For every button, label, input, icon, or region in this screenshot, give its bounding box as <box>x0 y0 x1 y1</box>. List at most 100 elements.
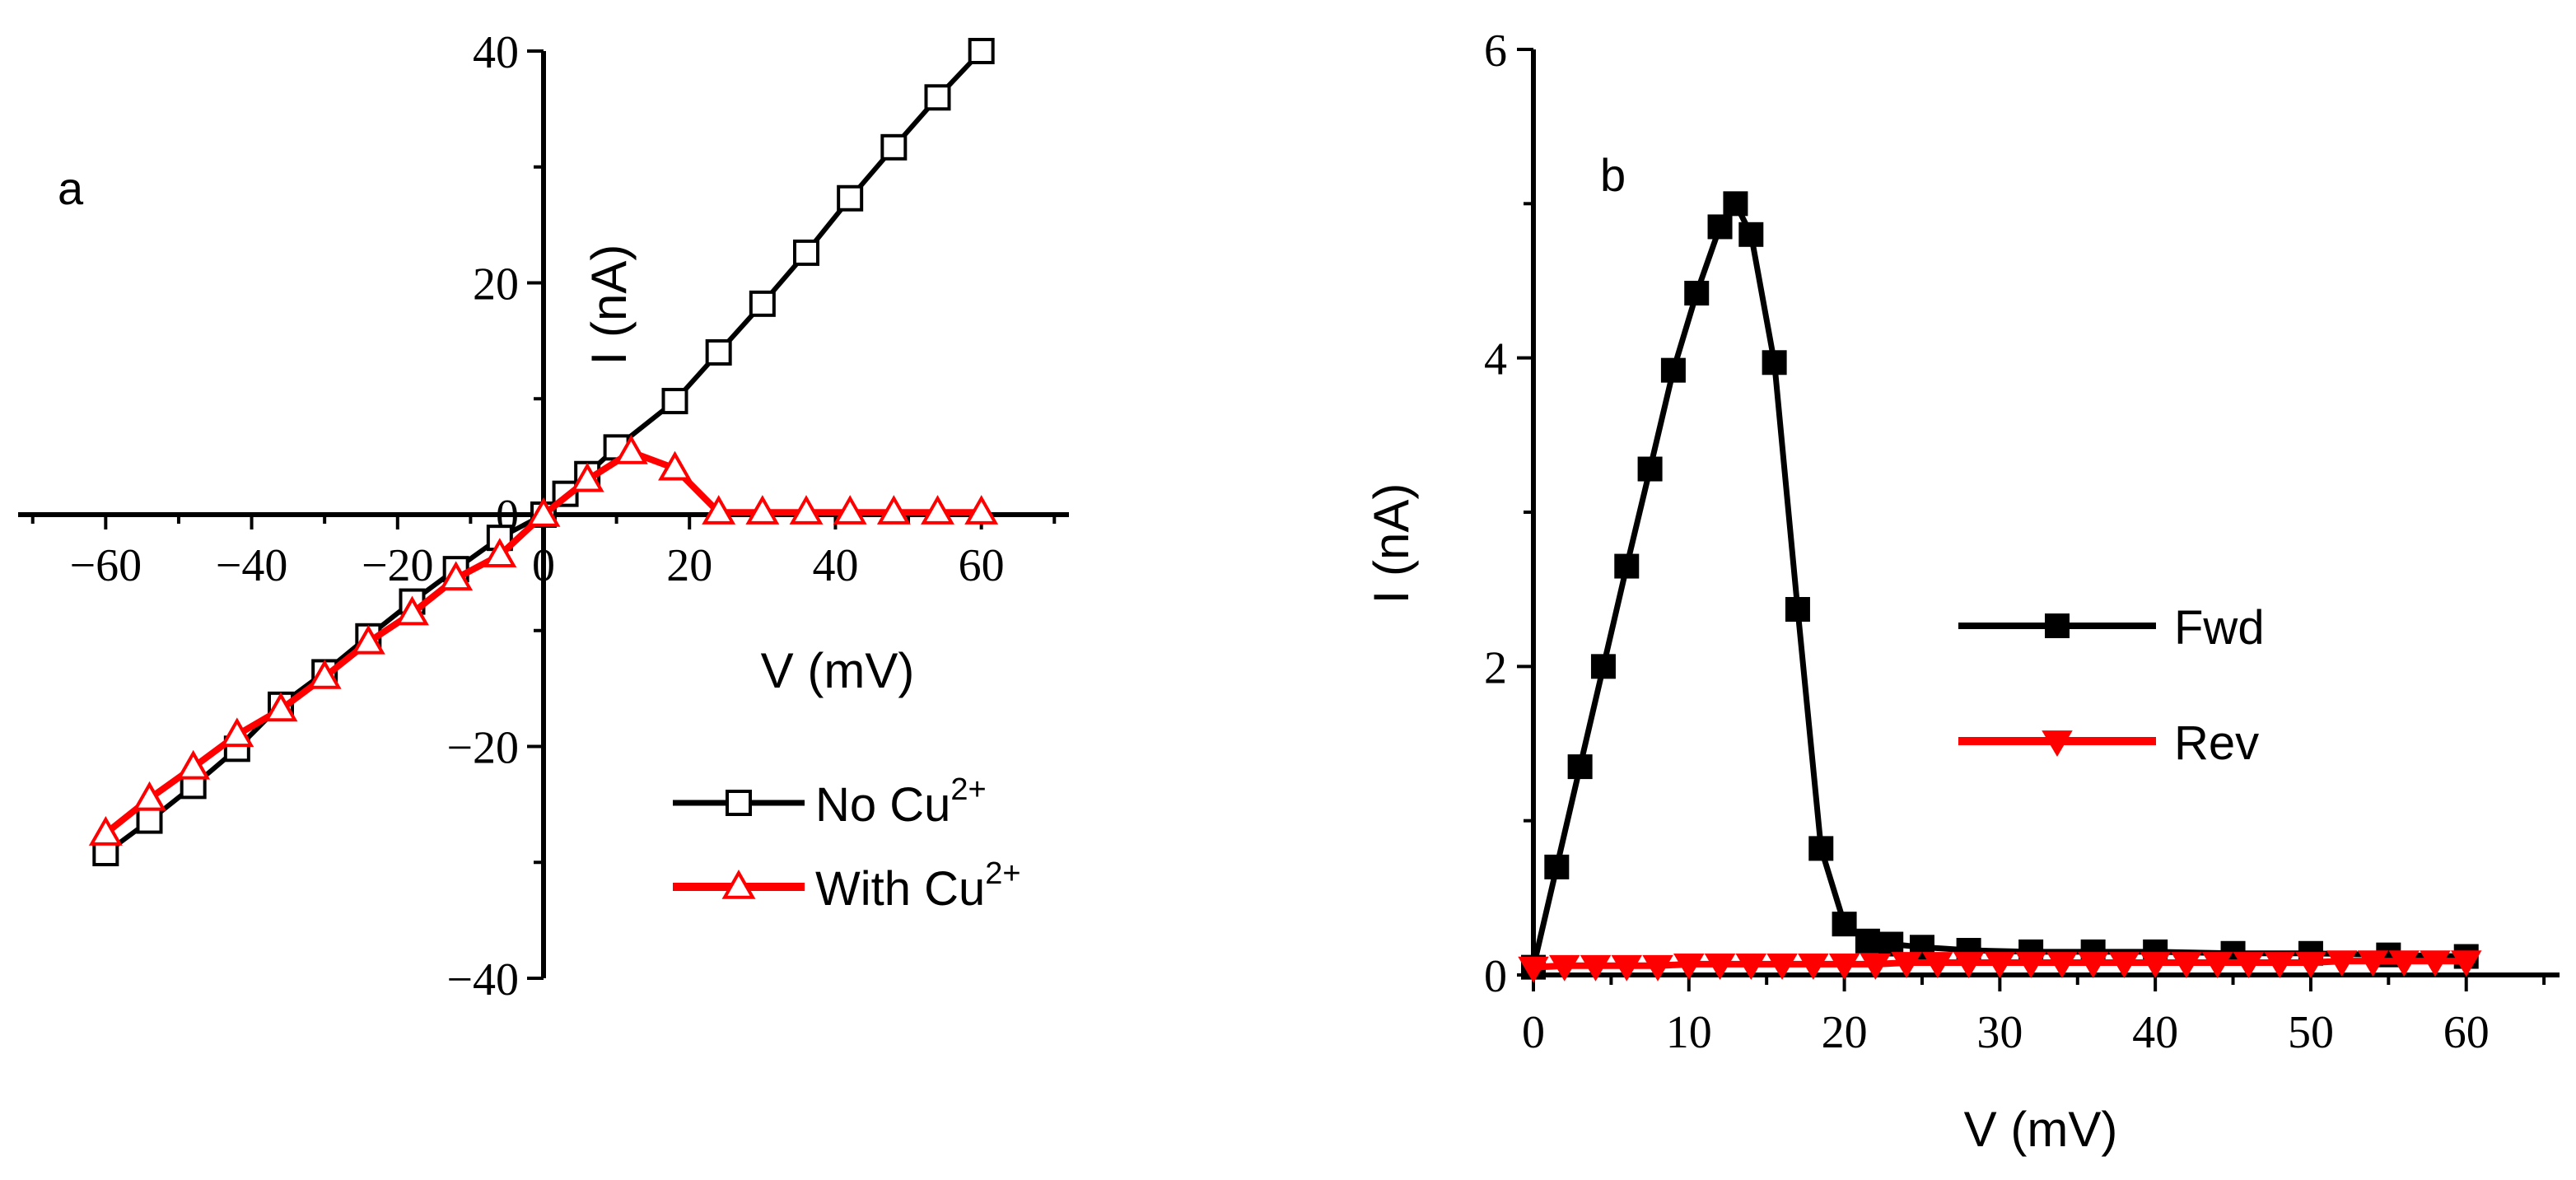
data-point <box>833 495 867 525</box>
data-point <box>661 388 688 415</box>
data-point <box>837 184 864 212</box>
y-tick-label: 0 <box>1484 951 1507 1002</box>
data-point <box>1660 357 1686 383</box>
data-point <box>1611 954 1643 982</box>
data-point <box>1707 214 1733 240</box>
y-tick-label: 4 <box>1484 334 1507 385</box>
legend: No Cu2+With Cu2+ <box>673 772 1021 916</box>
data-point <box>2140 952 2171 978</box>
x-tick-label: 60 <box>2443 1007 2490 1058</box>
y-tick-label: 2 <box>1484 642 1507 693</box>
data-point <box>1642 954 1673 982</box>
data-point <box>1614 553 1640 579</box>
x-tick-label: 0 <box>1522 1007 1545 1058</box>
data-point <box>176 749 211 780</box>
data-point <box>2326 950 2358 977</box>
y-tick-label: −20 <box>446 723 519 774</box>
data-point <box>749 290 776 317</box>
data-point <box>705 338 732 366</box>
data-point <box>2108 952 2140 978</box>
data-point <box>351 624 385 655</box>
data-point <box>2357 950 2389 977</box>
data-point <box>133 781 166 811</box>
y-tick-label: 40 <box>473 27 519 78</box>
data-point <box>2015 952 2046 978</box>
legend-label-base: No Cu <box>815 778 950 832</box>
x-tick-label: 20 <box>666 540 712 591</box>
data-point <box>1832 912 1857 937</box>
series-fwd <box>1521 191 2479 980</box>
data-point <box>2295 952 2326 978</box>
panel-label: b <box>1600 149 1626 201</box>
data-point <box>2450 950 2482 977</box>
data-point <box>1785 597 1810 623</box>
x-tick-label: −40 <box>216 540 288 591</box>
data-point <box>1878 931 1904 957</box>
data-point <box>2171 952 2202 978</box>
legend-label: Rev <box>2174 716 2259 770</box>
series-line <box>1530 200 2466 968</box>
data-point <box>793 239 819 266</box>
data-point <box>658 450 692 481</box>
x-axis-title: V (mV) <box>761 643 915 698</box>
series-rev <box>1518 950 2482 983</box>
legend-marker <box>2042 730 2073 757</box>
data-point <box>2233 952 2265 978</box>
x-tick-label: 0 <box>532 540 555 591</box>
data-point <box>2201 952 2233 978</box>
legend-marker <box>721 869 756 899</box>
data-point <box>1567 754 1593 780</box>
legend-marker <box>2045 613 2070 638</box>
data-point <box>570 462 604 492</box>
data-point <box>1984 952 2016 978</box>
data-point <box>2046 952 2078 978</box>
data-point <box>1860 953 1892 980</box>
y-tick-label: 6 <box>1484 26 1507 77</box>
legend-label-sup: 2+ <box>985 856 1020 891</box>
data-point <box>1518 956 1549 983</box>
data-point <box>2264 952 2295 978</box>
data-point <box>2420 950 2451 977</box>
data-point <box>526 497 561 527</box>
data-point <box>1762 350 1787 375</box>
data-point <box>2077 952 2109 978</box>
data-point <box>1808 836 1834 861</box>
x-tick-label: −20 <box>362 540 434 591</box>
data-point <box>2388 950 2420 977</box>
data-point <box>136 807 163 834</box>
data-point <box>1953 952 1985 978</box>
legend-label: No Cu2+ <box>815 772 987 832</box>
data-point <box>1684 280 1710 305</box>
data-point <box>220 717 254 748</box>
data-point <box>1673 953 1705 980</box>
data-point <box>876 495 911 525</box>
data-point <box>307 660 342 689</box>
data-point <box>789 495 824 525</box>
y-tick-label: −40 <box>446 954 519 1005</box>
x-tick-label: 30 <box>1976 1007 2023 1058</box>
data-point <box>1704 953 1736 980</box>
y-axis-title: I (nA) <box>1364 483 1419 604</box>
x-axis-title: V (mV) <box>1964 1102 2118 1157</box>
data-point <box>483 538 517 568</box>
data-point <box>439 561 474 591</box>
data-point <box>968 38 995 64</box>
x-tick-label: 60 <box>959 540 1005 591</box>
data-point <box>921 495 954 525</box>
data-point <box>924 84 951 111</box>
legend: Fwd Rev <box>1958 601 2265 770</box>
series-with-cu <box>88 434 999 846</box>
data-point <box>1798 953 1829 980</box>
data-point <box>1855 928 1880 954</box>
data-point <box>880 133 908 161</box>
data-point <box>1723 191 1748 217</box>
panel-label: a <box>58 162 84 214</box>
data-point <box>1766 953 1798 980</box>
x-tick-label: 40 <box>812 540 858 591</box>
data-point <box>702 495 736 525</box>
legend-label-base: With Cu <box>815 862 985 916</box>
legend-label: With Cu2+ <box>815 856 1021 916</box>
data-point <box>1637 456 1663 482</box>
